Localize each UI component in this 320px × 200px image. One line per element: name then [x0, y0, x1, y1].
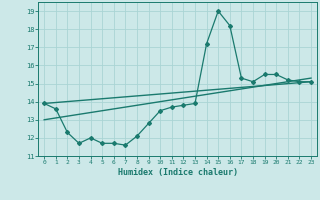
- X-axis label: Humidex (Indice chaleur): Humidex (Indice chaleur): [118, 168, 238, 177]
